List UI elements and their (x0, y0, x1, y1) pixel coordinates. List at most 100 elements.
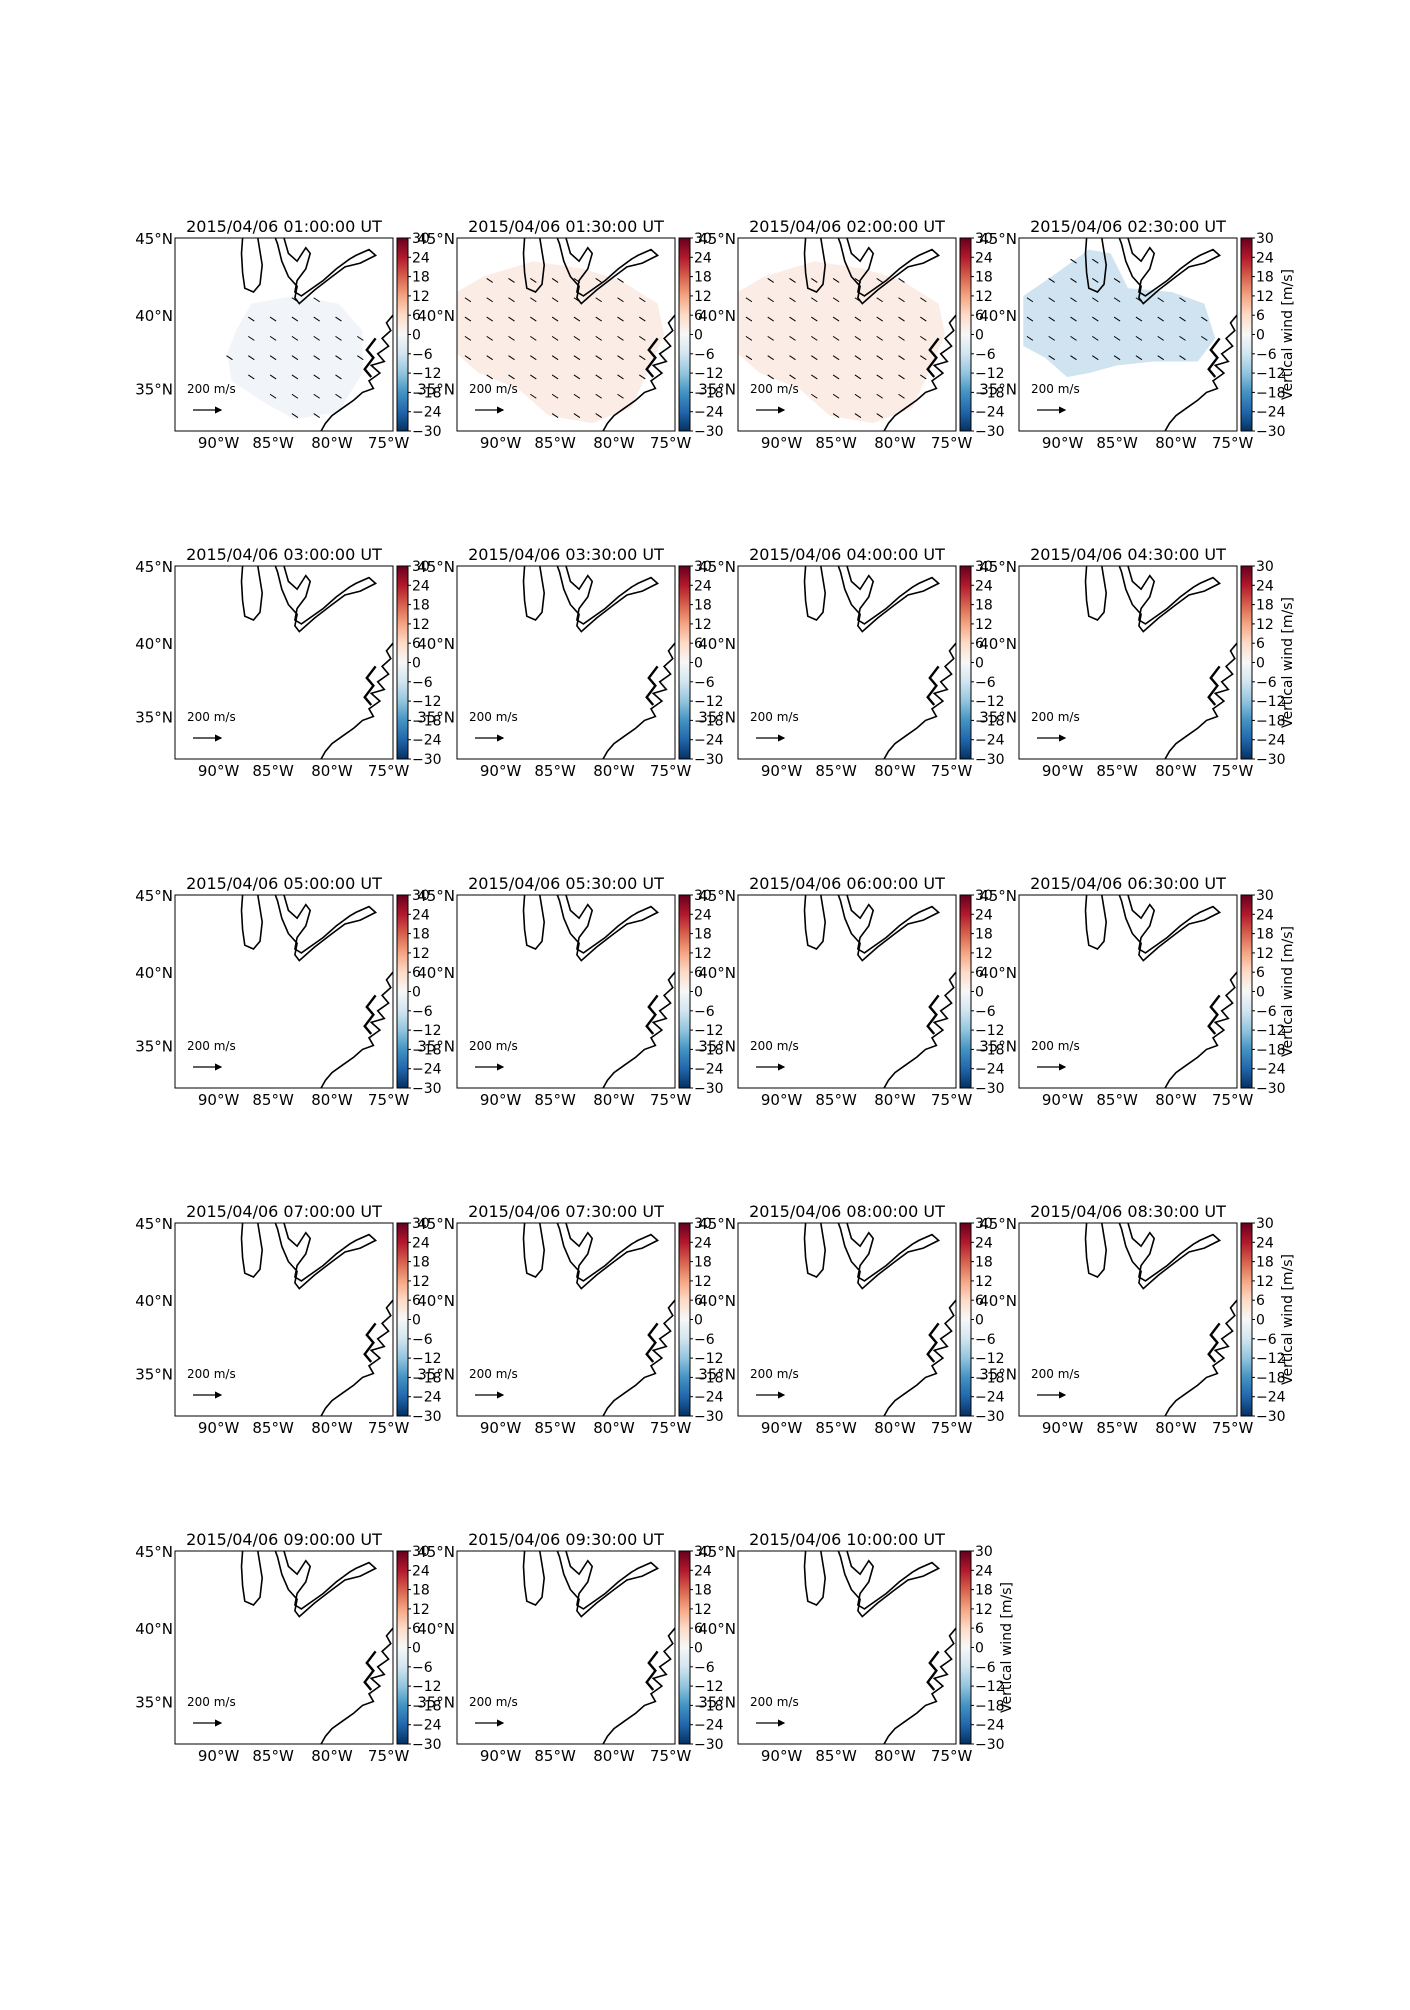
colorbar-tick-label: 12 (694, 617, 712, 633)
colorbar-tick-label: −6 (1256, 347, 1277, 363)
lon-label: 80°W (593, 1091, 635, 1109)
great-lakes-outline (837, 238, 941, 305)
colorbar-tick-label: 24 (694, 907, 712, 923)
colorbar-tick-label: −6 (975, 1332, 996, 1348)
wind-vector (551, 393, 559, 399)
wind-vector (291, 355, 299, 361)
wind-vector (920, 316, 927, 322)
wind-vector (854, 355, 862, 361)
colorbar-tick-label: 6 (975, 308, 984, 324)
map-panel: 2015/04/06 06:00:00 UT 200 m/s 45°N 40°N 35°… (698, 874, 1004, 1109)
chesapeake-coastline (1207, 665, 1221, 706)
wind-vector (789, 316, 796, 322)
panel-title: 2015/04/06 01:30:00 UT (468, 217, 664, 236)
scale-label: 200 m/s (1031, 710, 1080, 724)
lon-label: 80°W (593, 762, 635, 780)
colorbar-tick-label: 6 (1256, 965, 1265, 981)
wind-vector (1201, 335, 1208, 341)
colorbar-tick-label: 0 (694, 1313, 703, 1329)
map-area (1084, 566, 1237, 759)
colorbar-tick-label: 18 (975, 598, 993, 614)
great-lakes-outline (1118, 566, 1222, 633)
map-area (803, 895, 956, 1088)
lon-label: 85°W (252, 1091, 294, 1109)
panel-title: 2015/04/06 05:30:00 UT (468, 874, 664, 893)
lon-label: 80°W (1155, 1091, 1197, 1109)
colorbar-tick-label: 12 (1256, 617, 1274, 633)
wind-vector (291, 413, 299, 418)
scale-label: 200 m/s (187, 1367, 236, 1381)
lat-label: 40°N (417, 1620, 455, 1638)
colorbar-tick-label: −24 (694, 1062, 724, 1078)
wind-vector (876, 316, 883, 322)
wind-vector (595, 355, 602, 361)
lon-label: 90°W (1042, 434, 1084, 452)
panel-title: 2015/04/06 03:00:00 UT (186, 545, 382, 564)
scale-key: 200 m/s (469, 1039, 518, 1071)
lat-label: 45°N (135, 230, 173, 248)
atlantic-coastline (320, 1627, 393, 1744)
colorbar-tick-label: −30 (975, 424, 1005, 440)
atlantic-coastline (320, 642, 393, 759)
lat-label: 35°N (979, 709, 1017, 727)
colorbar-tick-label: 18 (694, 927, 712, 943)
scale-label: 200 m/s (750, 1039, 799, 1053)
colorbar-tick-label: −12 (694, 694, 724, 710)
wind-vector (639, 374, 646, 380)
colorbar-tick-label: 12 (975, 1274, 993, 1290)
map-frame (737, 1550, 957, 1745)
colorbar-tick-label: −30 (1256, 1409, 1286, 1425)
map-area (457, 238, 675, 431)
wind-vector (854, 413, 862, 418)
wind-vector (530, 335, 537, 341)
map-frame (174, 1222, 394, 1417)
wind-vectors (1026, 258, 1208, 361)
lake-michigan-outline (240, 1223, 264, 1278)
colorbar: 30 24 18 12 6 0 −6 −12 −18 −24 −30 (396, 231, 442, 440)
wind-vector (811, 393, 818, 399)
lon-label: 85°W (534, 762, 576, 780)
scale-label: 200 m/s (1031, 1039, 1080, 1053)
colorbar-tick-label: −30 (975, 1081, 1005, 1097)
colorbar-gradient (959, 1222, 972, 1417)
lake-michigan-outline (1084, 1223, 1108, 1278)
wind-vector (508, 374, 515, 380)
colorbar-tick-label: −18 (412, 1042, 442, 1058)
colorbar-tick-label: −30 (975, 1737, 1005, 1753)
wind-vector (1113, 355, 1121, 361)
lon-label: 75°W (650, 1419, 692, 1437)
wind-vector (269, 316, 277, 322)
colorbar-tick-label: 24 (1256, 578, 1274, 594)
colorbar-tick-label: −18 (412, 1698, 442, 1714)
scale-label: 200 m/s (469, 1695, 518, 1709)
lat-label: 45°N (698, 230, 736, 248)
lon-label: 85°W (1096, 434, 1138, 452)
map-area (522, 895, 675, 1088)
colorbar-tick-label: −24 (975, 1390, 1005, 1406)
colorbar-tick-label: 30 (694, 559, 712, 575)
wind-vector (573, 316, 581, 322)
lon-label: 75°W (650, 434, 692, 452)
colorbar-tick-label: 0 (975, 656, 984, 672)
lon-label: 75°W (931, 434, 973, 452)
lat-label: 35°N (417, 381, 455, 399)
colorbar-tick-label: −12 (412, 366, 442, 382)
wind-vector (357, 335, 364, 341)
colorbar-tick-label: 24 (694, 1235, 712, 1251)
wind-vector (789, 278, 796, 283)
atlantic-coastline (320, 971, 393, 1088)
colorbar-tick-label: 24 (412, 907, 430, 923)
wind-vector (573, 335, 581, 341)
wind-vectors (745, 278, 927, 418)
map-frame (174, 1550, 394, 1745)
wind-vector (1048, 335, 1055, 341)
colorbar-gradient (678, 1222, 691, 1417)
colorbar-tick-label: −24 (412, 405, 442, 421)
colorbar-tick-label: 24 (694, 578, 712, 594)
colorbar-tick-label: −18 (694, 385, 724, 401)
colorbar-tick-label: 18 (1256, 270, 1274, 286)
great-lakes-outline (1118, 238, 1222, 305)
atlantic-coastline (320, 314, 393, 431)
scale-label: 200 m/s (750, 710, 799, 724)
map-area (522, 1551, 675, 1744)
